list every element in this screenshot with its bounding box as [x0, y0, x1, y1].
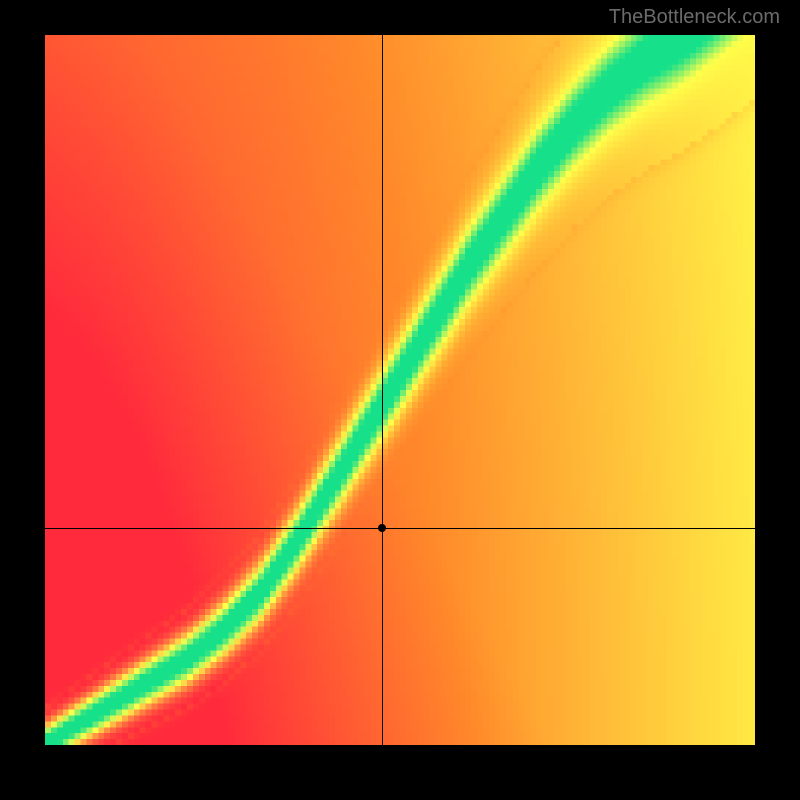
watermark-text: TheBottleneck.com	[609, 6, 780, 29]
crosshair-vertical	[382, 35, 383, 745]
crosshair-horizontal	[45, 528, 755, 529]
heatmap-plot	[45, 35, 755, 745]
heatmap-canvas	[45, 35, 755, 745]
marker-dot	[378, 524, 386, 532]
